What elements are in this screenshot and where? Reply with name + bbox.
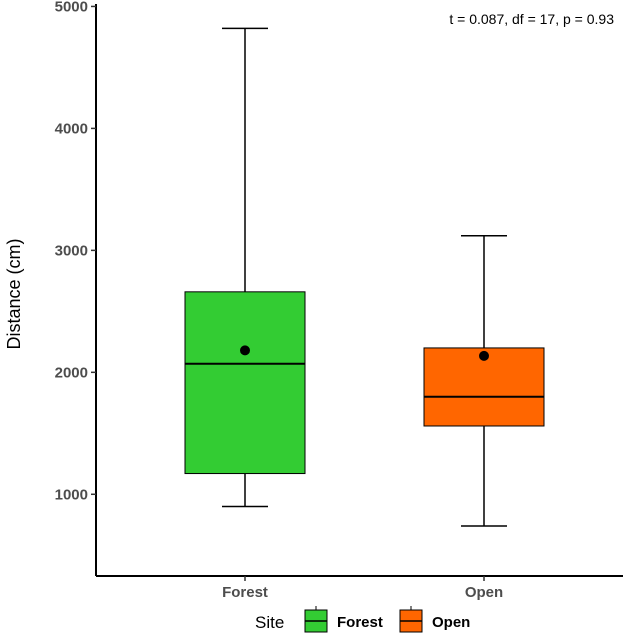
legend-title: Site [255, 613, 284, 632]
mean-point-open [479, 350, 489, 361]
legend-label-open: Open [432, 614, 470, 631]
x-tick-label-open: Open [465, 584, 503, 601]
legend: Site Forest Open [255, 606, 470, 633]
legend-item-open: Open [399, 606, 470, 633]
stat-annotation: t = 0.087, df = 17, p = 0.93 [449, 11, 614, 27]
x-tick-label-forest: Forest [222, 584, 268, 601]
legend-item-forest: Forest [304, 606, 383, 633]
y-tick-label: 3000 [55, 242, 88, 259]
y-tick-label: 5000 [55, 0, 88, 15]
y-tick-label: 2000 [55, 364, 88, 381]
y-tick-label: 4000 [55, 120, 88, 137]
plot-area: 1000 2000 3000 4000 5000 Forest Open [55, 0, 623, 601]
box-forest [184, 291, 306, 475]
y-tick-label: 1000 [55, 486, 88, 503]
box-open [423, 347, 545, 427]
legend-label-forest: Forest [337, 614, 383, 631]
y-axis-title: Distance (cm) [4, 238, 24, 349]
mean-point-forest [240, 345, 250, 356]
